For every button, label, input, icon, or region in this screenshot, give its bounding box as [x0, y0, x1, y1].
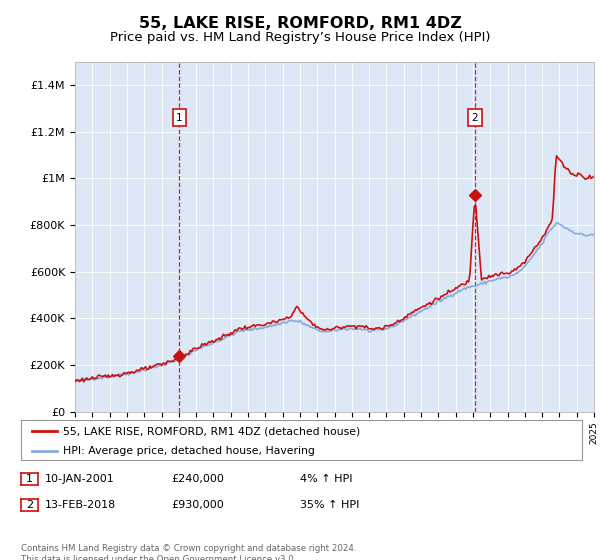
Text: 55, LAKE RISE, ROMFORD, RM1 4DZ: 55, LAKE RISE, ROMFORD, RM1 4DZ: [139, 16, 461, 31]
Text: 10-JAN-2001: 10-JAN-2001: [45, 474, 115, 484]
Text: 2: 2: [472, 113, 478, 123]
Text: Contains HM Land Registry data © Crown copyright and database right 2024.
This d: Contains HM Land Registry data © Crown c…: [21, 544, 356, 560]
Text: 55, LAKE RISE, ROMFORD, RM1 4DZ (detached house): 55, LAKE RISE, ROMFORD, RM1 4DZ (detache…: [63, 426, 361, 436]
Text: 13-FEB-2018: 13-FEB-2018: [45, 500, 116, 510]
Text: 1: 1: [26, 474, 33, 484]
Text: 2: 2: [26, 500, 33, 510]
Text: HPI: Average price, detached house, Havering: HPI: Average price, detached house, Have…: [63, 446, 315, 456]
Text: 4% ↑ HPI: 4% ↑ HPI: [300, 474, 353, 484]
Text: £930,000: £930,000: [171, 500, 224, 510]
Text: 35% ↑ HPI: 35% ↑ HPI: [300, 500, 359, 510]
Text: £240,000: £240,000: [171, 474, 224, 484]
Text: 1: 1: [176, 113, 183, 123]
Text: Price paid vs. HM Land Registry’s House Price Index (HPI): Price paid vs. HM Land Registry’s House …: [110, 31, 490, 44]
